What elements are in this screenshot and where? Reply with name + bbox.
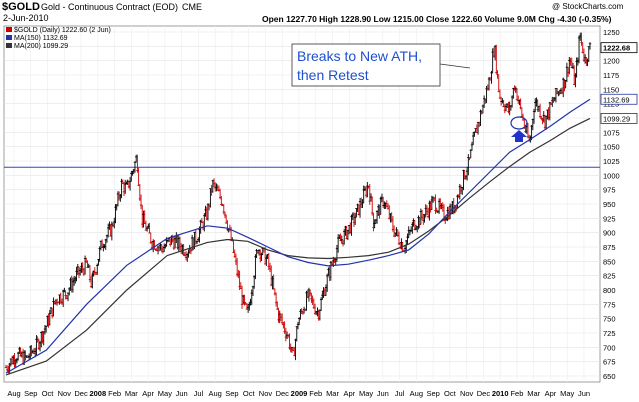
x-tick-label: Apr (142, 389, 154, 398)
retest-circle (510, 116, 528, 130)
x-tick-label: Oct (42, 389, 55, 398)
ohlc-readout: Open 1227.70 High 1228.90 Low 1215.00 Cl… (262, 14, 612, 24)
y-tick-label: 975 (603, 186, 616, 195)
symbol: $GOLD (2, 1, 40, 13)
annotation-pointer (439, 63, 471, 69)
x-tick-label: Feb (108, 389, 121, 398)
last-value-box (600, 113, 638, 124)
y-tick-label: 1150 (603, 85, 619, 94)
x-tick-label: Apr (343, 389, 355, 398)
last-value-box (600, 42, 638, 54)
retest-arrow (511, 130, 527, 142)
y-tick-label: 900 (603, 229, 616, 238)
legend-swatch (6, 43, 12, 48)
x-tick-label: Jun (578, 389, 590, 398)
y-tick-label: 750 (603, 315, 616, 324)
x-tick-label: Mar (125, 389, 138, 398)
annotation-line-1: Breaks to New ATH, (297, 48, 422, 64)
y-tick-label: 1175 (603, 71, 619, 80)
y-tick-label: 725 (603, 329, 616, 338)
last-value-label: 1132.69 (603, 95, 630, 104)
x-tick-label: Jun (377, 389, 389, 398)
y-tick-label: 875 (603, 243, 616, 252)
y-tick-label: 800 (603, 286, 616, 295)
x-tick-label: Nov (460, 389, 474, 398)
legend-swatch (6, 35, 12, 40)
y-tick-label: 950 (603, 200, 616, 209)
x-tick-label: Jul (194, 389, 204, 398)
ma200-line (5, 117, 591, 376)
y-tick-label: 1000 (603, 171, 620, 180)
x-tick-label: Sep (225, 389, 238, 398)
y-tick-label: 650 (603, 372, 616, 381)
x-tick-label: Jun (176, 389, 188, 398)
x-tick-label: Aug (410, 389, 423, 398)
description: Gold - Continuous Contract (EOD) (41, 2, 179, 12)
last-value-label: 1222.68 (603, 44, 630, 53)
y-tick-label: 925 (603, 214, 616, 223)
x-tick-label: Dec (276, 389, 290, 398)
annotation-box (291, 43, 441, 87)
x-tick-label: 2010 (492, 389, 509, 398)
legend-entry: $GOLD (Daily) 1222.60 (2 Jun) (14, 27, 111, 34)
annotation-line-2: then Retest (297, 67, 369, 83)
x-tick-label: Nov (58, 389, 72, 398)
chart-header: $GOLD Gold - Continuous Contract (EOD) C… (0, 0, 639, 24)
x-tick-label: Jul (395, 389, 405, 398)
x-tick-label: 2008 (89, 389, 106, 398)
x-tick-label: Apr (545, 389, 557, 398)
x-tick-label: Feb (309, 389, 322, 398)
y-tick-label: 825 (603, 272, 616, 281)
y-tick-label: 675 (603, 358, 616, 367)
x-tick-label: Aug (208, 389, 221, 398)
legend-entry: MA(150) 1132.69 (14, 35, 68, 42)
x-tick-label: Oct (243, 389, 256, 398)
x-tick-label: Mar (527, 389, 540, 398)
x-tick-label: 2009 (291, 389, 308, 398)
y-tick-label: 775 (603, 300, 616, 309)
exchange: CME (182, 2, 202, 12)
x-tick-label: Sep (426, 389, 439, 398)
x-tick-label: Mar (326, 389, 339, 398)
y-tick-label: 700 (603, 343, 616, 352)
x-tick-label: Feb (510, 389, 523, 398)
x-tick-label: May (359, 389, 373, 398)
y-tick-label: 1075 (603, 128, 620, 137)
x-tick-label: Dec (477, 389, 491, 398)
x-tick-label: Nov (259, 389, 273, 398)
legend-entry: MA(200) 1099.29 (14, 43, 68, 50)
y-tick-label: 1200 (603, 57, 620, 66)
x-tick-label: May (560, 389, 574, 398)
date-label: 2-Jun-2010 (3, 13, 49, 23)
copyright: @ StockCharts.com (552, 2, 624, 11)
x-tick-label: Sep (24, 389, 37, 398)
x-tick-label: Aug (7, 389, 20, 398)
ma150-line (5, 98, 591, 374)
last-value-label: 1099.29 (603, 114, 630, 123)
x-tick-label: Oct (444, 389, 457, 398)
legend-swatch (6, 27, 12, 32)
y-tick-label: 850 (603, 257, 616, 266)
y-tick-label: 1050 (603, 143, 620, 152)
y-tick-label: 1025 (603, 157, 620, 166)
x-tick-label: Dec (74, 389, 88, 398)
y-tick-label: 1250 (603, 28, 620, 37)
last-value-box (600, 93, 638, 105)
x-tick-label: May (158, 389, 172, 398)
